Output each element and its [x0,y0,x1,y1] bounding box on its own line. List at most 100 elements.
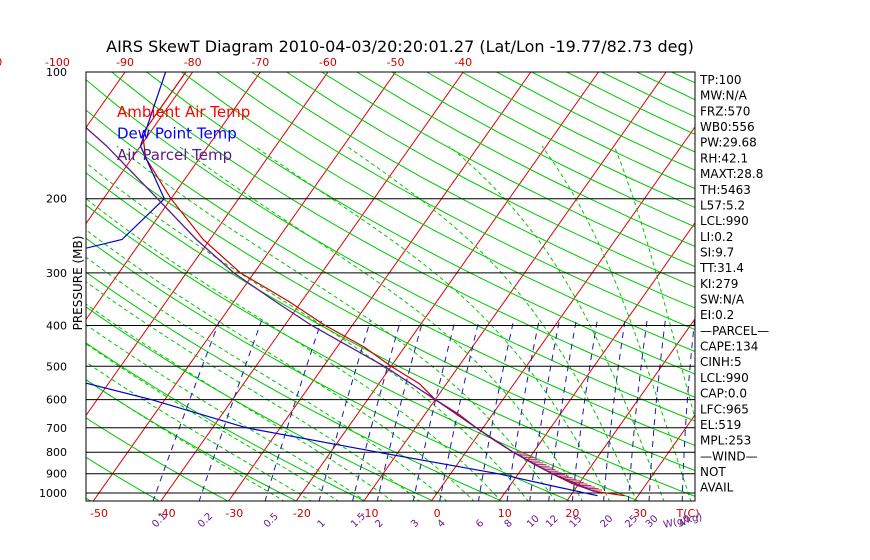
isotherm [763,31,870,510]
dry-adiabat [86,237,572,501]
bottom-temp-tick-label: -50 [90,507,108,520]
dry-adiabat [180,72,695,353]
moist-adiabat [116,145,556,501]
isotherm [86,72,194,225]
dry-adiabat [86,417,229,501]
mixing-ratio-label: 10 [525,513,542,530]
dry-adiabat [250,72,695,309]
mixing-ratio-label: 3 [409,518,421,530]
moist-adiabat [86,198,502,501]
dry-adiabat [145,72,695,375]
dry-adiabat [86,140,695,472]
y-tick-label: 500 [46,360,67,373]
dry-adiabat [86,342,366,501]
stat-item: LCL:990 [700,371,749,385]
y-tick-label: 200 [46,193,67,206]
mixing-ratio-label: 6 [474,518,486,530]
y-tick-label: 800 [46,446,67,459]
axis-labels: 1002003004005006007008009001000-120-110-… [0,56,703,531]
chart-title: AIRS SkewT Diagram 2010-04-03/20:20:01.2… [106,37,694,56]
y-tick-label: 1000 [39,487,67,500]
mixing-ratio-line [477,320,514,501]
mixing-ratio-label: 8 [503,518,515,530]
top-temp-tick-label: -90 [116,56,134,69]
bottom-temp-tick-label: 10 [498,507,512,520]
stat-item: TT:31.4 [699,261,744,275]
isotherm [498,222,695,501]
stat-item: —WIND— [700,449,758,463]
dry-adiabat [86,172,695,497]
stat-item: CINH:5 [700,355,742,369]
isotherm [831,31,870,510]
mixing-ratio-line [412,320,456,501]
mixing-ratio-line [318,320,371,501]
top-temp-tick-label: -80 [184,56,202,69]
moist-adiabat [346,145,638,501]
temp-axis-label: T(C) [676,507,700,520]
top-temp-tick-label: -100 [45,56,70,69]
series-lines [86,72,625,497]
bottom-temp-tick-label: 20 [565,507,579,520]
legend: Ambient Air Temp Dew Point Temp Air Parcel… [117,103,250,164]
top-temp-tick-label: -60 [319,56,337,69]
plot-frame [85,71,696,502]
mixing-ratio-label: 0.5 [262,511,281,530]
mixing-ratio-line [439,320,480,501]
mixing-ratio-line [352,320,401,501]
moist-adiabat [86,378,285,501]
stat-item: WB0:556 [700,120,755,134]
stat-item: SI:9.7 [700,245,734,259]
stat-item: NOT [700,465,726,479]
stat-item: SW:N/A [700,293,745,307]
bottom-temp-tick-label: -20 [293,507,311,520]
stat-item: CAPE:134 [700,340,758,354]
mixing-ratio-line [152,320,220,501]
isotherm [0,31,19,510]
dry-adiabat [86,456,161,501]
stat-item: EL:519 [700,418,741,432]
stat-item: CAP:0.0 [700,387,747,401]
bottom-temp-tick-label: -10 [360,507,378,520]
stat-item: L57:5.2 [700,198,745,212]
mixing-ratio-line [627,320,648,501]
top-temp-tick-label: -70 [251,56,269,69]
y-tick-label: 300 [46,267,67,280]
isotherm [295,72,600,501]
isotherm [227,72,532,501]
top-temp-tick-label: -40 [454,56,472,69]
y-tick-label: 700 [46,422,67,435]
mixing-ratio-label: 12 [544,513,561,530]
legend-entry: Ambient Air Temp [117,103,250,121]
dry-adiabat [110,72,695,398]
y-tick-label: 600 [46,394,67,407]
dry-adiabat [86,109,695,446]
mixing-ratio-label: 4 [436,518,448,530]
mixing-ratio-label: 0.2 [196,511,215,530]
dry-adiabat [320,72,695,268]
mixing-ratio-label: 20 [599,513,616,530]
stat-item: LI:0.2 [700,230,733,244]
y-tick-label: 400 [46,319,67,332]
stat-item: LCL:990 [700,214,749,228]
dry-adiabat [86,271,503,501]
moist-adiabat [178,145,584,501]
isotherm [566,318,695,501]
bottom-temp-tick-label: 30 [633,507,647,520]
y-tick-label: 900 [46,468,67,481]
bottom-temp-tick-label: 0 [434,507,441,520]
isotherm [86,72,126,129]
stat-item: MW:N/A [700,89,748,103]
dry-adiabat [355,72,695,247]
dry-adiabat [215,72,695,331]
moist-adiabat [541,145,692,501]
legend-entry: Dew Point Temp [117,125,237,143]
stat-item: TP:100 [699,73,742,87]
isotherm [86,72,261,321]
dry-adiabat [656,31,870,510]
stat-item: TH:5463 [699,183,751,197]
bottom-temp-tick-label: -30 [225,507,243,520]
bottom-temp-tick-label: -40 [158,507,176,520]
dry-adiabat [86,204,640,501]
